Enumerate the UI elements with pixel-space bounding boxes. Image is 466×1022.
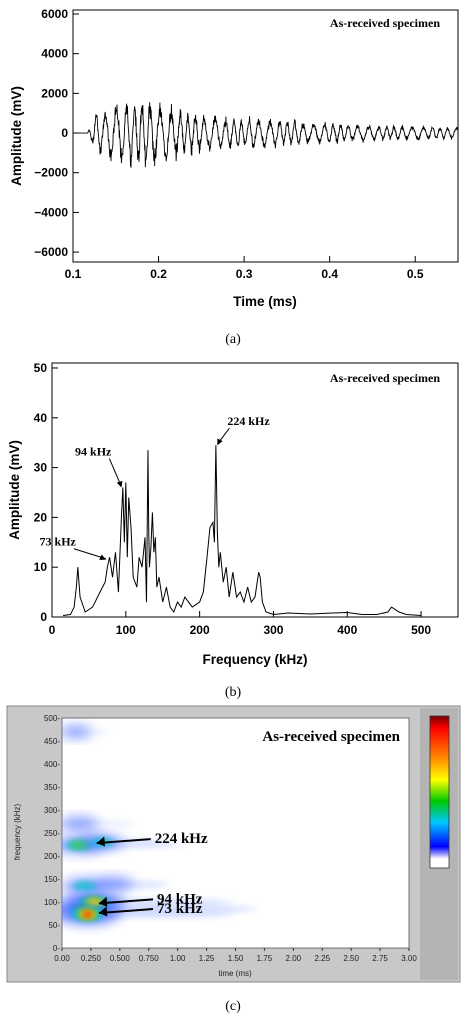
chart-b-frame [51, 362, 459, 618]
chart-b-xtick-label: 100 [116, 623, 136, 637]
chart-b-arrowhead [99, 554, 106, 560]
chart-b-xtick-label: 0 [49, 623, 56, 637]
chart-a-ytick-label: 0 [61, 126, 68, 140]
chart-a-frame [72, 9, 459, 263]
chart-c-ytick-label: 500- [44, 714, 60, 723]
chart-c-peak-arrow [98, 898, 154, 905]
chart-b-ytick-label: 30 [34, 461, 48, 475]
chart-c-ytick-label: 300- [44, 806, 60, 815]
chart-b-peak-labels: 224 kHz 94 kHz 73 kHz [40, 414, 270, 560]
chart-a-xtick-label: 0.3 [236, 267, 253, 281]
chart-c: 0.00 0.250 0.500 0.750 1.00 1.25 1.50 1.75 2.00 2… [6, 705, 461, 1014]
chart-c-ylabel: frequency (kHz) [13, 803, 22, 860]
chart-b-ylabel: Amplitude (mV) [7, 440, 22, 540]
chart-a-xtick-label: 0.5 [407, 267, 424, 281]
chart-a-xtick-label: 0.4 [321, 267, 338, 281]
chart-c-xtick-label: 0.250 [81, 954, 102, 963]
chart-b-annotation: As-received specimen [330, 371, 440, 385]
chart-b-xlabel: Frequency (kHz) [202, 652, 307, 667]
chart-a-ytick-label: −4000 [34, 205, 68, 219]
chart-b-spectrum-line [63, 445, 422, 617]
chart-c-ytick-label: 100- [44, 898, 60, 907]
chart-a-annotation: As-received specimen [330, 16, 440, 30]
heat-blob-core [82, 911, 93, 918]
chart-b-ytick-label: 40 [34, 411, 48, 425]
chart-c-ytick-label: 50- [48, 921, 60, 930]
heat-blob [62, 725, 92, 739]
chart-b-ytick-label: 0 [40, 610, 47, 624]
chart-b-xtick-label: 300 [263, 623, 283, 637]
chart-a-ylabel: Amplitude (mV) [9, 86, 24, 186]
chart-c-annotation: As-received specimen [262, 729, 400, 745]
chart-a: 0.1 0.2 0.3 0.4 0.5 6000 4000 2000 0 −2000 −4000 −6… [9, 7, 459, 347]
chart-b-ytick-label: 10 [34, 560, 48, 574]
chart-c-peak-label: 73 kHz [157, 901, 203, 917]
caption-a: (a) [225, 332, 241, 347]
chart-c-xtick-label: 0.750 [139, 954, 160, 963]
chart-a-xtick-label: 0.2 [150, 267, 167, 281]
caption-b: (b) [225, 685, 242, 700]
chart-c-xtick-label: 1.00 [170, 954, 186, 963]
chart-c-xlabel: time (ms) [218, 969, 252, 978]
chart-c-xtick-label: 3.00 [401, 954, 417, 963]
heat-blob [95, 876, 134, 891]
chart-c-xtick-label: 2.25 [314, 954, 330, 963]
chart-c-xtick-label: 1.75 [257, 954, 273, 963]
chart-c-xtick-label: 0.00 [54, 954, 70, 963]
chart-a-ytick-label: −2000 [34, 166, 68, 180]
chart-a-ytick-label: 6000 [41, 7, 68, 21]
chart-b-peak-label: 73 kHz [40, 535, 77, 549]
caption-c: (c) [225, 999, 241, 1014]
chart-c-xtick-label: 2.50 [343, 954, 359, 963]
chart-a-ytick-label: 4000 [41, 47, 68, 61]
heat-blob-core [86, 897, 103, 907]
chart-b-arrowhead [116, 480, 123, 488]
chart-c-ytick-label: 150- [44, 875, 60, 884]
chart-c-peak-label: 224 kHz [155, 831, 208, 847]
chart-c-peak-arrow [96, 838, 151, 845]
chart-b-peak-label: 224 kHz [227, 414, 270, 428]
chart-c-ticks: 0.00 0.250 0.500 0.750 1.00 1.25 1.50 1.75 2.00 2… [44, 714, 417, 963]
chart-c-xtick-label: 1.25 [199, 954, 215, 963]
chart-c-xtick-label: 1.50 [228, 954, 244, 963]
chart-b-ytick-label: 20 [34, 510, 48, 524]
chart-a-ytick-label: −6000 [34, 245, 68, 259]
chart-a-signal-line [73, 102, 459, 168]
chart-b-xtick-label: 200 [190, 623, 210, 637]
chart-c-peak-label: 94 kHz [157, 891, 203, 907]
chart-a-ticks: 0.1 0.2 0.3 0.4 0.5 6000 4000 2000 0 −2000 −4000 −6… [34, 7, 424, 281]
chart-c-peak-arrow [98, 908, 154, 915]
heat-blob [62, 816, 99, 832]
chart-b-arrowhead [217, 438, 223, 446]
chart-c-xtick-label: 2.00 [286, 954, 302, 963]
chart-b-xtick-label: 400 [337, 623, 357, 637]
colorbar [429, 715, 450, 869]
chart-c-ytick-label: 400- [44, 760, 60, 769]
chart-a-ytick-label: 2000 [41, 86, 68, 100]
chart-b-peak-label: 94 kHz [75, 445, 112, 459]
chart-c-ytick-label: 350- [44, 783, 60, 792]
chart-c-arrowhead [99, 906, 108, 917]
chart-c-xtick-label: 2.75 [372, 954, 388, 963]
chart-c-arrowhead [96, 836, 105, 847]
chart-c-ytick-label: 200- [44, 852, 60, 861]
chart-a-xtick-label: 0.1 [65, 267, 82, 281]
chart-c-arrowhead [99, 896, 108, 907]
chart-c-xtick-label: 0.500 [110, 954, 131, 963]
chart-b-peak-arrow [108, 458, 122, 487]
chart-b-xtick-label: 500 [411, 623, 431, 637]
chart-b: 0 100 200 300 400 500 0 10 20 30 40 50 As-received … [7, 361, 459, 700]
chart-c-ytick-label: 0- [53, 944, 60, 953]
chart-c-ytick-label: 450- [44, 737, 60, 746]
chart-c-ytick-label: 250- [44, 829, 60, 838]
chart-b-ytick-label: 50 [34, 361, 48, 375]
chart-a-xlabel: Time (ms) [233, 294, 297, 309]
